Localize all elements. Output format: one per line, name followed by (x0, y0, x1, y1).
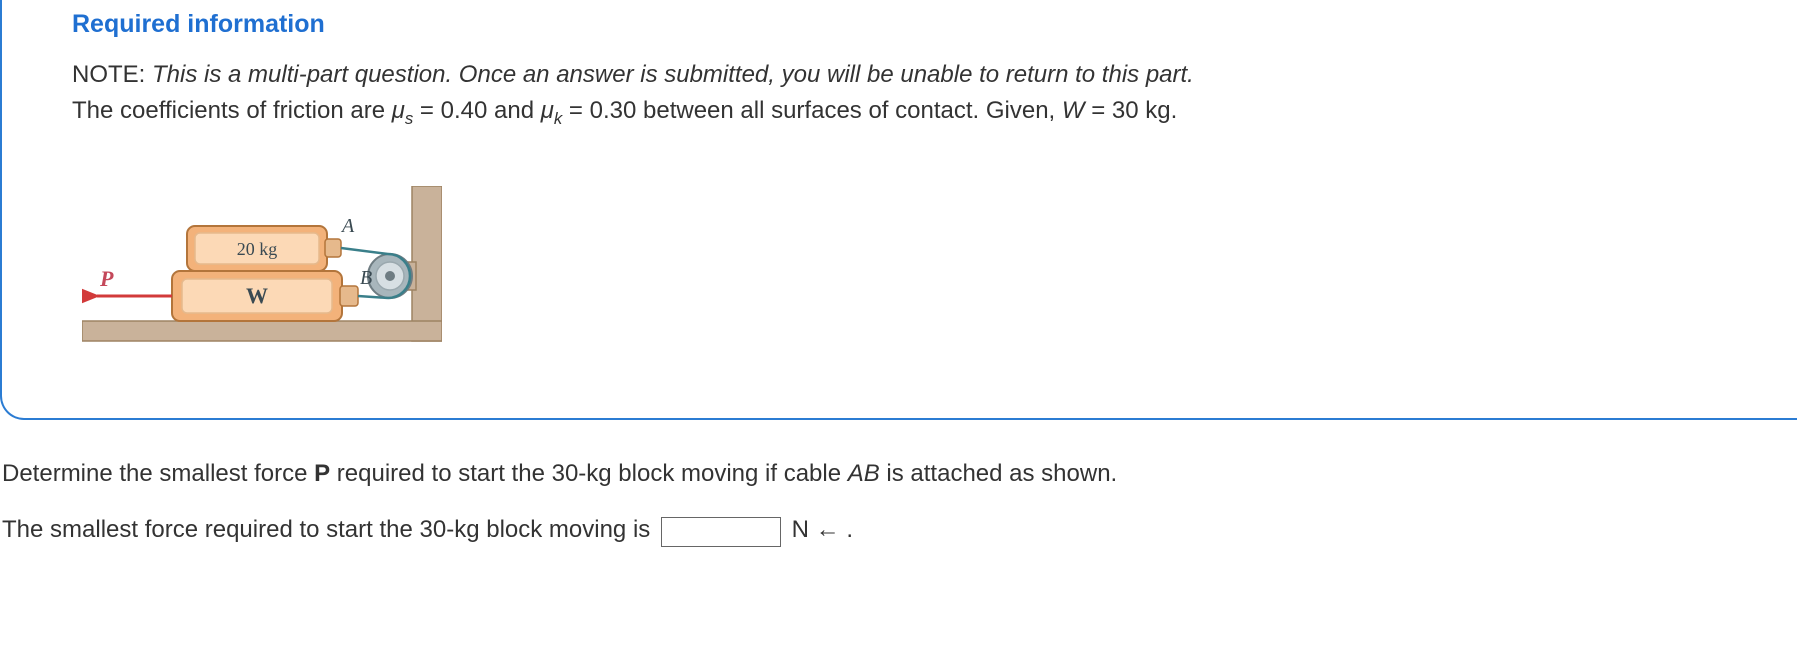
note-line: NOTE: This is a multi-part question. Onc… (72, 57, 1757, 93)
info-box: Required information NOTE: This is a mul… (0, 0, 1797, 420)
answer-input[interactable] (661, 517, 781, 547)
block-top-label: 20 kg (237, 239, 278, 259)
mu-k-symbol: μ (541, 97, 554, 124)
figure-svg: W 20 kg (82, 186, 442, 366)
block-bottom-label: W (246, 283, 268, 308)
question-area: Determine the smallest force P required … (0, 460, 1797, 547)
q-pre: Determine the smallest force (2, 460, 314, 487)
note-label: NOTE: (72, 61, 145, 88)
coeff-prefix: The coefficients of friction are (72, 97, 392, 124)
required-info-title: Required information (72, 10, 1757, 39)
w-symbol: W (1062, 97, 1085, 124)
label-a: A (340, 215, 355, 237)
q-ab: AB (848, 460, 880, 487)
answer-pre: The smallest force required to start the… (2, 516, 657, 543)
label-p: P (99, 266, 114, 291)
arrow-left-icon: ← (816, 516, 840, 543)
question-line: Determine the smallest force P required … (2, 460, 1797, 488)
label-b: B (360, 267, 372, 289)
mu-s-symbol: μ (392, 97, 405, 124)
mu-k-val: = 0.30 between all surfaces of contact. … (562, 97, 1062, 124)
figure: W 20 kg (82, 186, 442, 366)
note-italic-text: This is a multi-part question. Once an a… (152, 61, 1194, 88)
q-post: is attached as shown. (880, 460, 1117, 487)
mu-s-val: = 0.40 and (413, 97, 540, 124)
answer-unit: N (792, 516, 809, 543)
ground (82, 321, 442, 341)
w-val: = 30 kg. (1085, 97, 1178, 124)
coefficients-line: The coefficients of friction are μs = 0.… (72, 93, 1757, 131)
mu-s-sub: s (405, 109, 413, 128)
answer-line: The smallest force required to start the… (2, 516, 1797, 547)
block-top: 20 kg (187, 226, 341, 271)
q-bold-p: P (314, 460, 330, 487)
answer-period: . (846, 516, 853, 543)
cable-a (341, 248, 388, 254)
block-bottom: W (172, 271, 358, 321)
q-mid: required to start the 30-kg block moving… (330, 460, 848, 487)
mu-k-sub: k (554, 109, 562, 128)
